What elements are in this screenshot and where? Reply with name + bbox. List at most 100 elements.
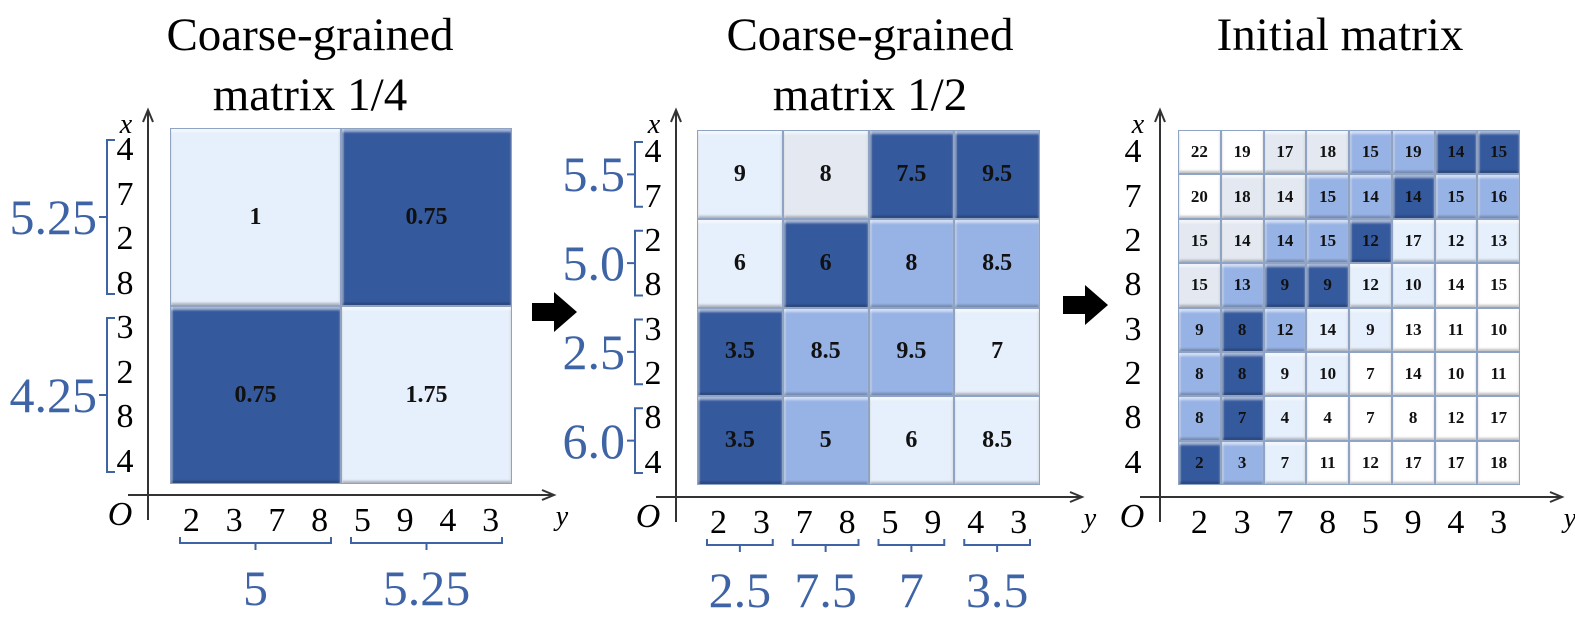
row-label: 4 [116,131,134,169]
y-axis-label: y [1563,503,1575,534]
row-label: 8 [116,398,134,436]
matrix-cell: 16 [1478,175,1519,218]
row-group-bracket [627,407,643,474]
row-label: 8 [116,264,134,302]
matrix-cell: 14 [1221,219,1263,263]
col-group-brace [963,539,1031,552]
right-arrow-icon [1063,285,1108,325]
matrix-cell: 15 [1350,131,1391,174]
row-group-value: 4.25 [9,367,98,423]
matrix-cell: 10 [1307,352,1348,396]
col-label: 3 [752,504,770,541]
row-group-bracket [99,317,115,473]
col-label: 3 [1010,504,1028,541]
row-label: 2 [116,353,134,391]
matrix-cell: 17 [1264,131,1306,174]
matrix-cell: 8 [1392,397,1434,440]
matrix-cell: 17 [1392,441,1434,484]
row-group-value: 6.0 [562,412,626,469]
row-label: 7 [116,175,134,213]
origin-label: O [107,496,133,533]
matrix-cell: 14 [1264,219,1306,263]
matrix-cell: 8.5 [783,308,868,396]
matrix-cell: 9.5 [869,308,954,396]
panel-title: matrix 1/4 [212,69,408,121]
col-label: 5 [353,502,371,539]
panel-title: Coarse-grained [166,9,454,61]
row-label: 7 [1124,177,1142,215]
col-group-value: 7.5 [794,562,857,618]
col-label: 8 [311,502,329,539]
matrix-cell: 12 [1350,264,1391,307]
matrix-cell: 17 [1478,397,1519,440]
row-label: 3 [644,310,662,348]
matrix-cell: 8 [869,219,954,307]
matrix-grid: 1 0.75 0.75 1.75 [170,128,512,484]
row-label: 4 [644,443,662,481]
matrix-cell: 4 [1264,397,1306,440]
matrix-cell: 13 [1221,264,1263,307]
matrix-cell: 2 [1179,441,1220,484]
panel-title: Initial matrix [1216,9,1464,61]
row-label: 8 [644,399,662,437]
row-group-bracket [627,229,643,297]
x-axis-arrowhead [1549,491,1565,503]
col-label: 7 [795,504,813,541]
col-label: 5 [881,504,899,541]
col-group-brace [877,539,946,552]
row-group-value: 2.5 [562,323,626,380]
matrix-cell: 8.5 [955,219,1039,307]
col-label: 4 [439,502,457,539]
matrix-cell: 7.5 [869,131,954,218]
y-axis-arrowhead [1154,107,1166,123]
matrix-cell: 9 [698,131,782,218]
matrix-cell: 14 [1392,175,1434,218]
matrix-cell: 12 [1435,397,1477,440]
matrix-cell: 12 [1435,219,1477,263]
matrix-cell: 1.75 [342,307,511,483]
row-label: 7 [644,177,662,215]
matrix-cell: 15 [1435,175,1477,218]
matrix-cell: 8 [783,131,868,218]
col-label: 7 [268,502,286,539]
row-label: 2 [644,221,662,259]
matrix-cell: 6 [783,219,868,307]
matrix-cell: 10 [1478,308,1519,351]
col-label: 4 [967,504,985,541]
matrix-cell: 11 [1307,441,1348,484]
matrix-cell: 7 [1350,352,1391,396]
row-label: 2 [644,355,662,393]
matrix-cell: 9 [1264,264,1306,307]
col-label: 9 [924,504,942,541]
row-label: 2 [1124,221,1142,259]
matrix-cell: 6 [869,397,954,484]
col-group-value: 5 [243,560,268,616]
matrix-cell: 8 [1179,397,1220,440]
col-label: 3 [482,502,500,539]
matrix-grid: 9 8 7.5 9.5 6 6 8 8.5 3.5 8.5 9.5 7 3.5 5 6 8.5 [697,130,1040,485]
col-label: 9 [396,502,414,539]
matrix-cell: 14 [1350,175,1391,218]
x-axis-arrowhead [1069,491,1085,503]
row-label: 8 [1124,266,1142,304]
matrix-cell: 14 [1307,308,1348,351]
col-group-value: 5.25 [382,560,471,616]
matrix-cell: 12 [1350,441,1391,484]
matrix-cell: 9 [1179,308,1220,351]
matrix-cell: 15 [1307,175,1348,218]
row-label: 3 [1124,310,1142,348]
col-group-value: 2.5 [708,562,772,618]
matrix-cell: 18 [1307,131,1348,174]
row-group-bracket [99,139,115,295]
x-axis-label: x [647,109,661,140]
matrix-cell: 0.75 [171,307,340,483]
col-label: 2 [182,502,200,539]
x-axis-arrowhead [541,489,557,501]
origin-label: O [635,498,661,535]
col-label: 4 [1447,504,1465,541]
col-label: 2 [1190,504,1208,541]
matrix-cell: 15 [1179,219,1220,263]
matrix-cell: 12 [1264,308,1306,351]
matrix-cell: 10 [1392,264,1434,307]
matrix-cell: 7 [1350,397,1391,440]
